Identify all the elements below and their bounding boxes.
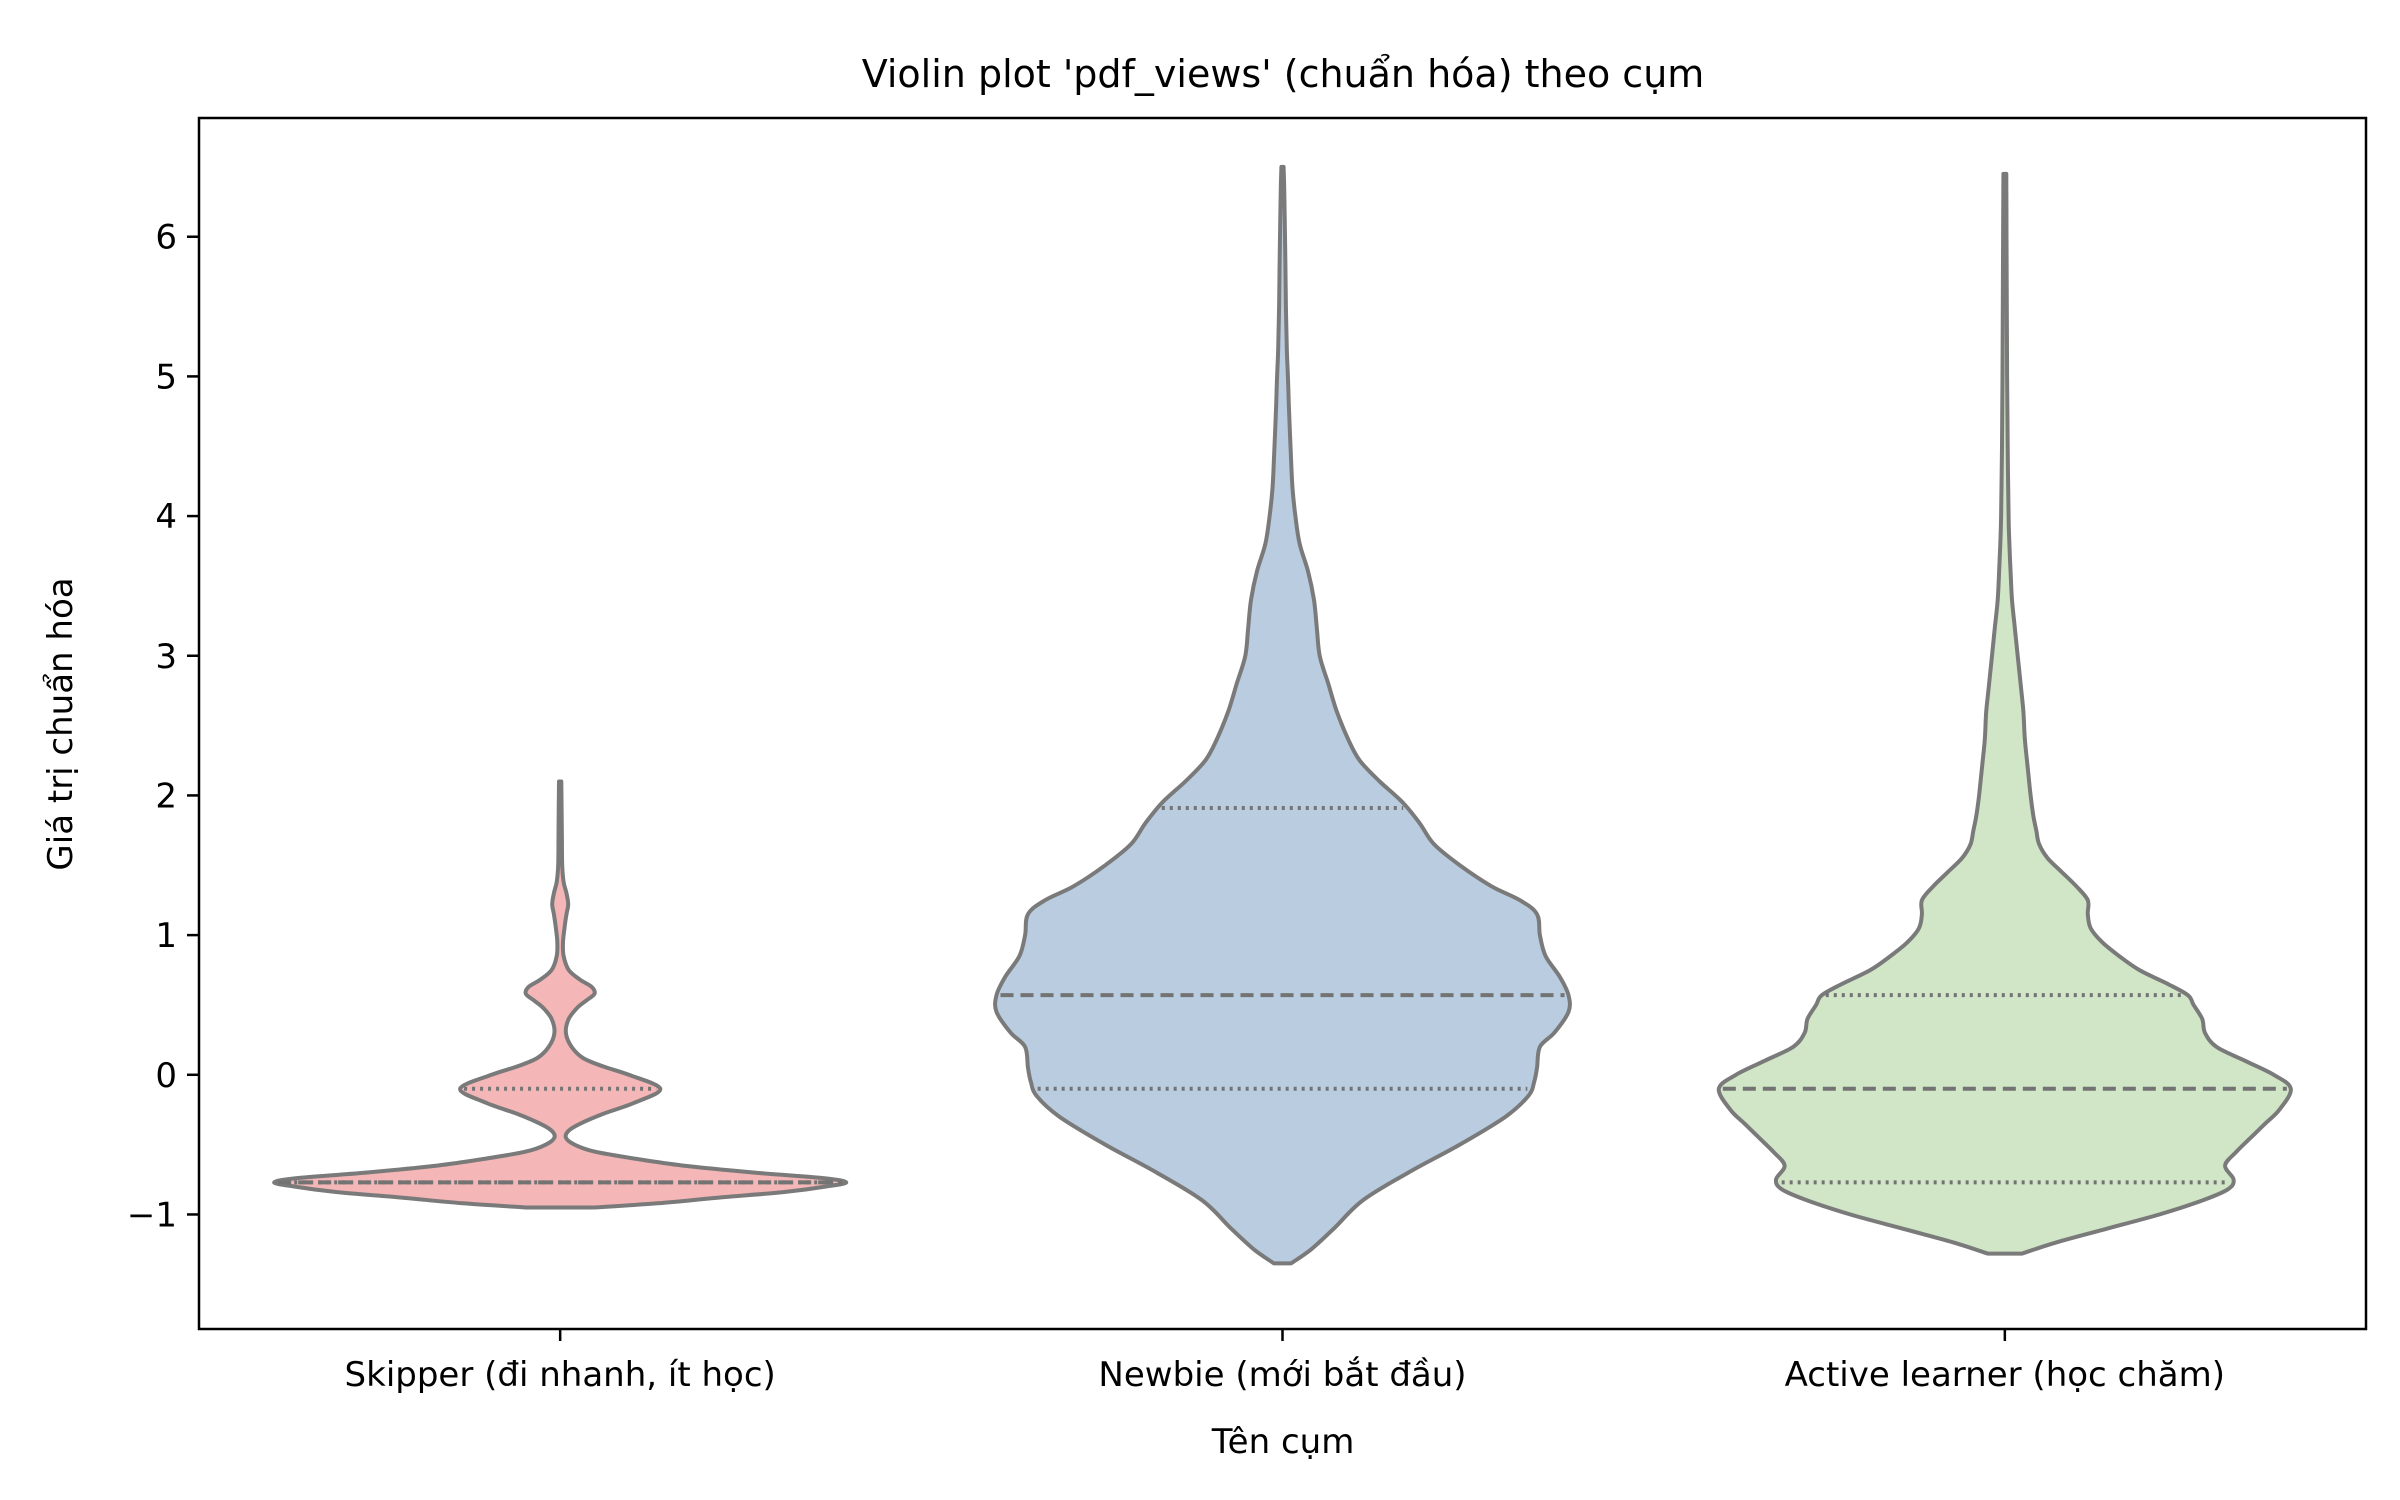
y-tick-label: 3	[155, 637, 177, 677]
y-tick-label: 6	[155, 218, 177, 258]
y-tick-label: 1	[155, 916, 177, 956]
axes-layer: −1 0 1 2 3 4 5 6 Skipper (đi nhanh, ít học) Newbi…	[127, 116, 2368, 1395]
y-tick-label: 5	[155, 357, 177, 397]
violin-1	[272, 779, 849, 1210]
x-tick-label: Newbie (mới bắt đầu)	[1098, 1355, 1466, 1395]
violin-3	[1716, 171, 2293, 1256]
y-tick-label: 2	[155, 776, 177, 816]
y-tick-label: −1	[127, 1195, 177, 1235]
violins-layer	[272, 164, 2293, 1266]
violin-2	[993, 164, 1572, 1266]
y-tick-label: 4	[155, 497, 177, 537]
x-tick-label: Active learner (học chăm)	[1785, 1355, 2225, 1395]
chart-title: Violin plot 'pdf_views' (chuẩn hóa) theo…	[862, 52, 1705, 96]
x-axis-label: Tên cụm	[1211, 1422, 1355, 1462]
x-tick-label: Skipper (đi nhanh, ít học)	[345, 1355, 776, 1395]
y-axis-label: Giá trị chuẩn hóa	[41, 577, 81, 870]
y-tick-label: 0	[155, 1056, 177, 1096]
